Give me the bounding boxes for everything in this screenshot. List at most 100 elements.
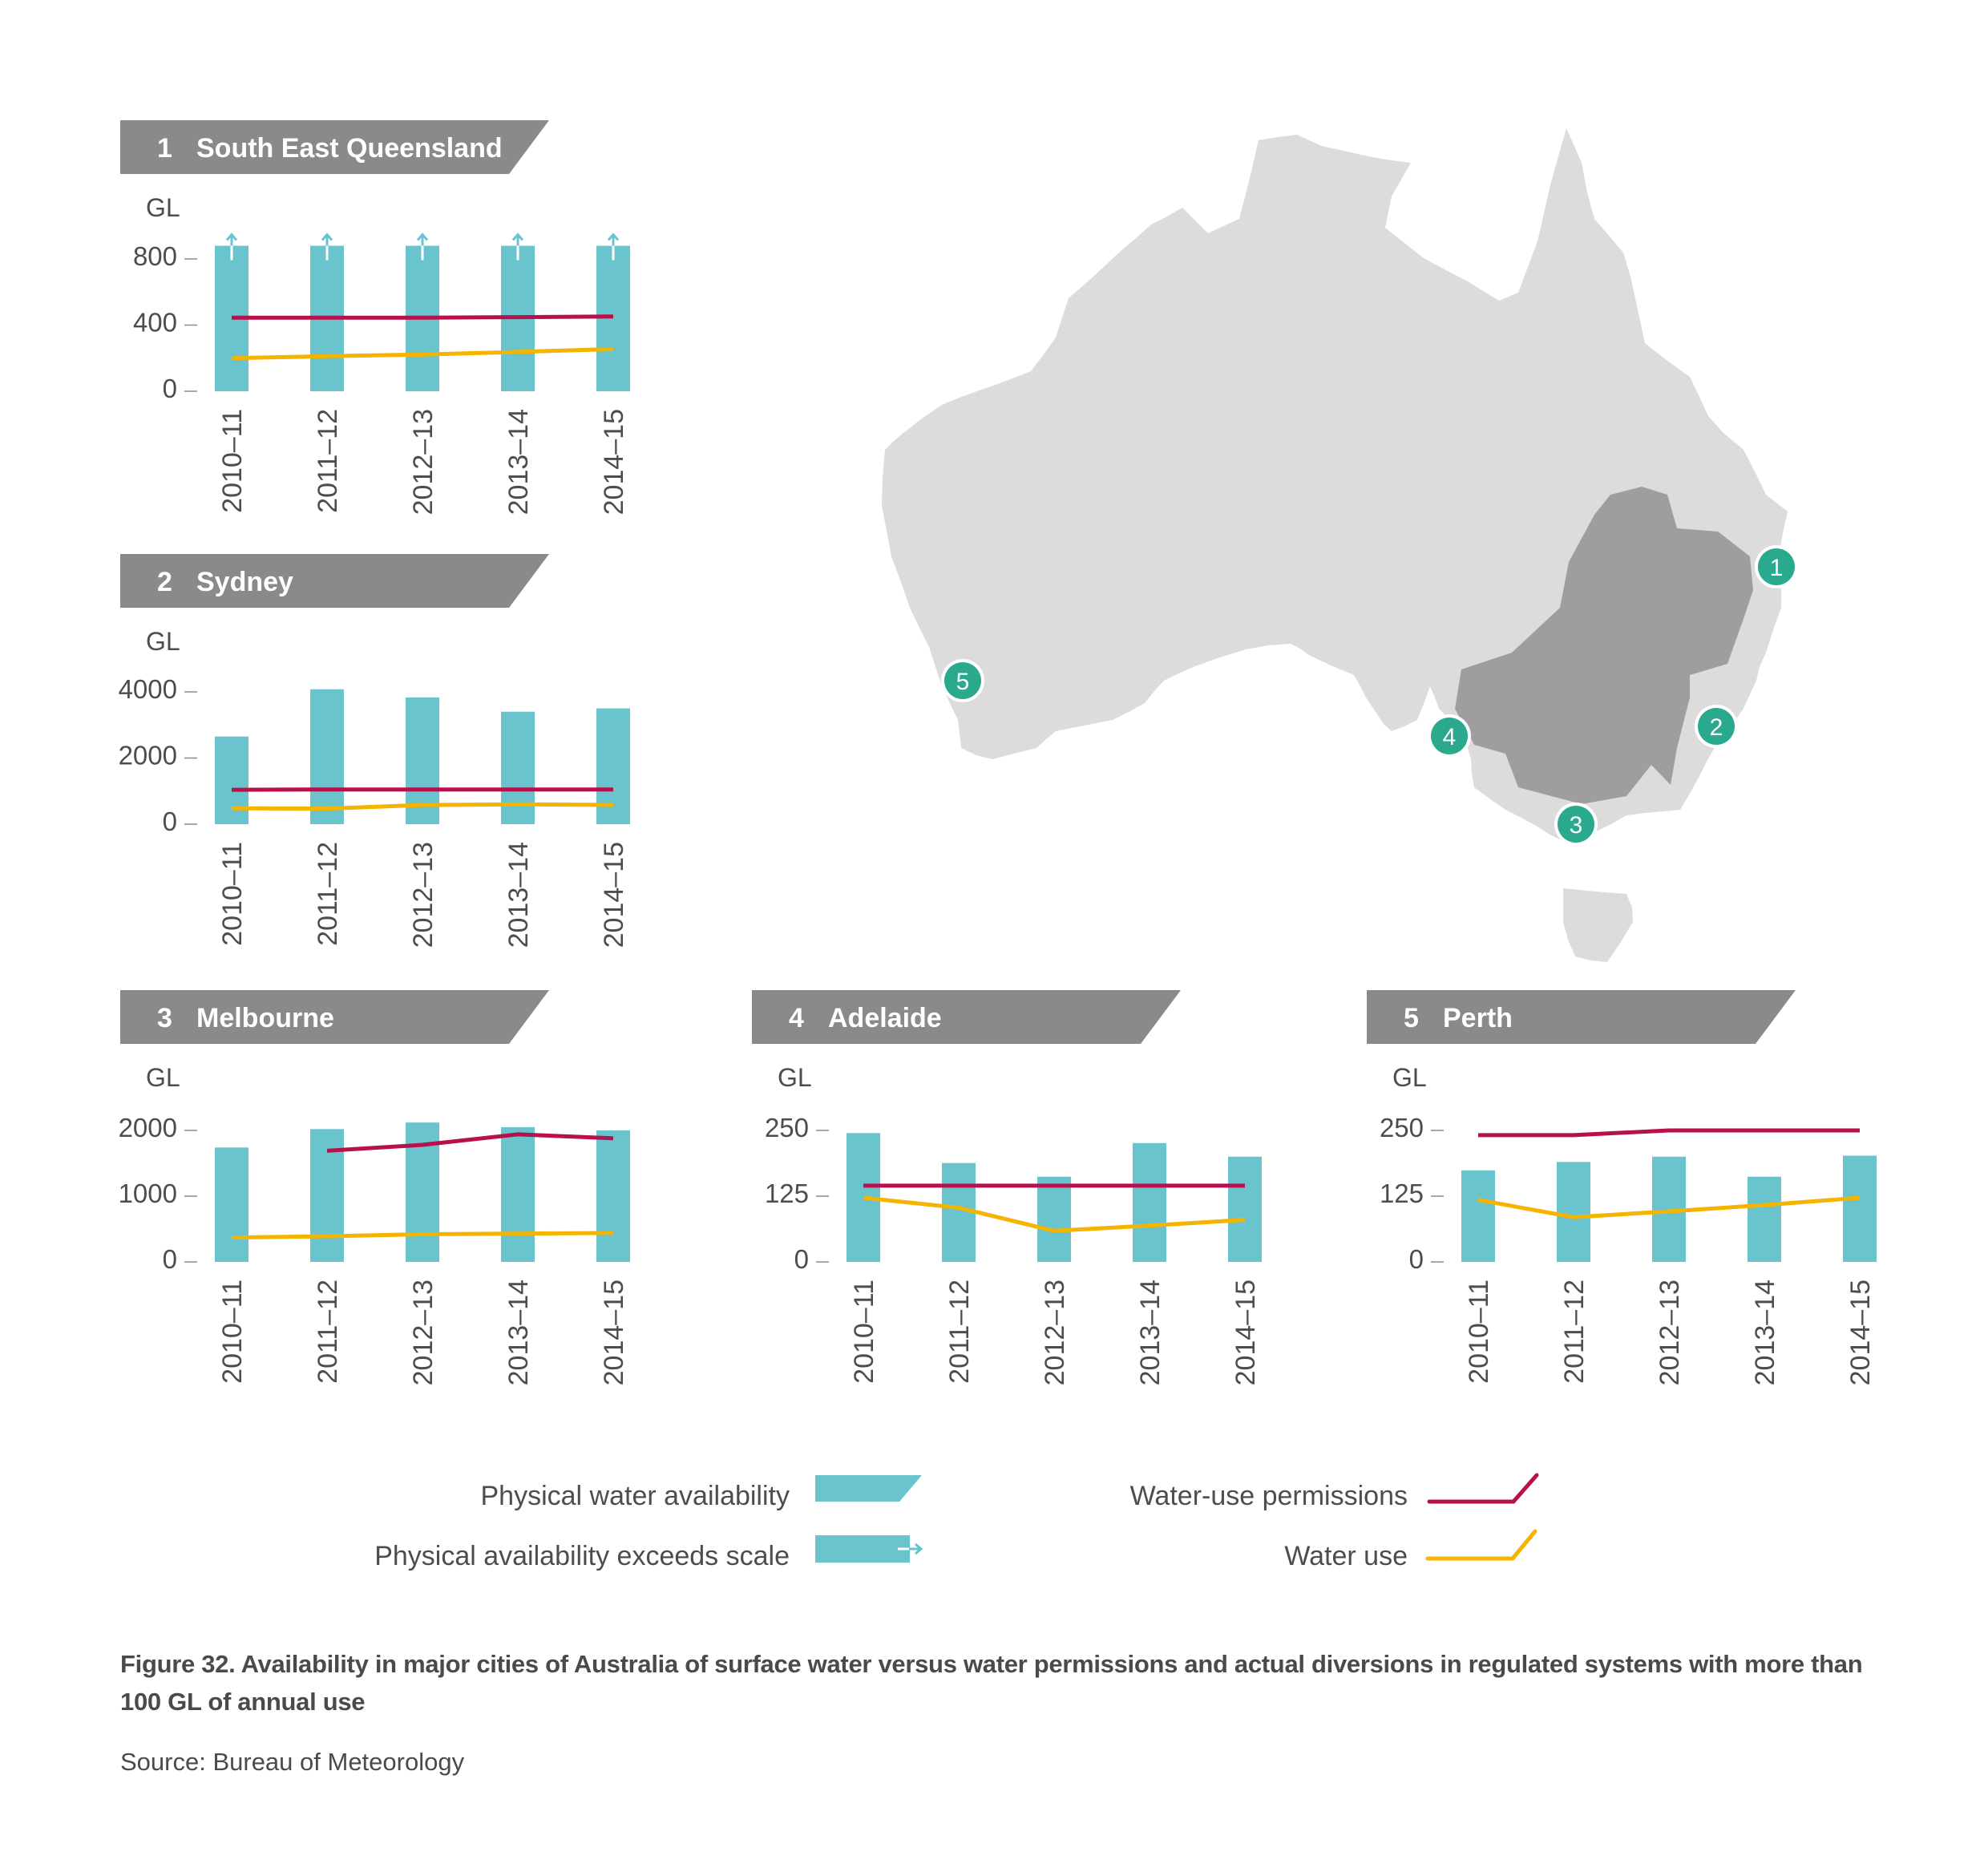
availability-bar [501,1126,535,1262]
chart-number: 2 [157,567,172,597]
y-axis-unit: GL [146,193,180,222]
header-banner [120,120,549,174]
legend-item-physical-water-availability: Physical water availability [481,1475,922,1511]
chart-melbourne: 3 Melbourne GL 0 1000 2000 2010–11 2011–12 2012–… [119,990,630,1385]
map-pin-3: 3 [1554,803,1598,846]
y-tick-label: 0 [163,1244,177,1274]
pin-label: 3 [1570,812,1583,839]
x-tick-label: 2014–15 [599,842,629,948]
permissions-line-icon [1427,1473,1539,1504]
availability-bar [501,711,535,824]
permissions-line [326,1132,614,1153]
availability-bar [1133,1142,1166,1262]
x-tick-label: 2014–15 [599,409,629,515]
bar-swatch-icon [815,1475,922,1502]
y-tick-label: 0 [163,807,177,836]
y-tick-label: 2000 [119,741,177,770]
y-tick-label: 250 [765,1113,809,1142]
permissions-line [1478,1128,1860,1138]
exceeds-scale-arrow-icon [607,232,620,261]
availability-bar [1843,1155,1877,1262]
legend-item-exceeds-scale: Physical availability exceeds scale [374,1535,923,1571]
chart-title: Adelaide [828,1003,942,1033]
bar-arrow-swatch-icon [815,1535,923,1563]
legend-item-water-use-permissions: Water-use permissions [1130,1473,1539,1511]
chart-title: South East Queensland [196,133,503,164]
map-pin-2: 2 [1695,705,1738,748]
availability-bar [1748,1176,1781,1262]
x-tick-label: 2012–13 [408,409,438,515]
x-tick-label: 2010–11 [849,1280,879,1384]
x-tick-label: 2013–14 [1135,1280,1166,1385]
chart-perth: 5 Perth GL 0 125 250 2010–11 2011–12 2012–13 2013… [1367,990,1877,1385]
pin-label: 5 [956,669,970,695]
chart-title: Melbourne [196,1003,334,1033]
x-tick-label: 2010–11 [217,842,248,946]
water-use-line [231,802,614,811]
x-tick-label: 2011–12 [313,409,343,513]
chart-title: Sydney [196,567,293,597]
australia-map: 1 2 3 4 5 [882,128,1798,962]
water-use-line [231,1231,614,1240]
x-tick-label: 2011–12 [944,1280,975,1384]
pin-label: 1 [1770,555,1784,581]
x-tick-label: 2013–14 [503,842,534,948]
y-tick-label: 4000 [119,674,177,704]
availability-bar [1461,1170,1495,1262]
x-tick-label: 2010–11 [217,1280,248,1384]
city-charts: 1 South East Queensland GL 0 4 0 0 800 2010–11 20… [119,120,1877,1385]
map-pin-1: 1 [1755,545,1798,588]
availability-bar [215,1147,248,1262]
x-tick-label: 2010–11 [1464,1280,1494,1384]
x-tick-label: 2012–13 [408,842,438,948]
x-tick-label: 2011–12 [1559,1280,1590,1384]
y-tick-label: 0 [794,1244,809,1274]
availability-bar [1557,1162,1590,1262]
chart-title: Perth [1443,1003,1513,1033]
chart-header: 5 Perth [1367,990,1796,1044]
x-tick-label: 2012–13 [408,1280,438,1385]
header-banner [1367,990,1796,1044]
chart-header: 2 Sydney [120,554,549,608]
availability-bar [596,1130,630,1262]
figure-source: Source: Bureau of Meteorology [120,1748,465,1776]
chart-adelaide: 4 Adelaide GL 0 125 250 2010–11 2011–12 2012–13 2… [752,990,1262,1385]
city-pins: 1 2 3 4 5 [941,545,1798,846]
water-use-line [863,1195,1246,1233]
chart-number: 3 [157,1003,172,1033]
x-tick-label: 2012–13 [1040,1280,1070,1385]
y-tick-label: 2000 [119,1113,177,1142]
water-use-line-icon [1425,1529,1537,1561]
x-tick-label: 2013–14 [503,409,534,515]
legend-label: Water-use permissions [1130,1481,1408,1511]
figure-caption: Figure 32. Availability in major cities … [120,1650,1863,1716]
header-banner [120,554,549,608]
exceeds-scale-arrow-icon [416,232,429,261]
y-axis-unit: GL [778,1063,812,1092]
legend-label: Water use [1284,1541,1408,1571]
chart-number: 1 [157,133,172,164]
chart-header: 3 Melbourne [120,990,549,1044]
y-axis-unit: GL [146,1063,180,1092]
murray-darling-basin [1455,487,1753,804]
x-tick-label: 2014–15 [1230,1280,1261,1385]
x-tick-label: 2013–14 [503,1280,534,1385]
y-tick-label: 250 [1380,1113,1424,1142]
x-tick-label: 2011–12 [313,1280,343,1384]
availability-bar [215,736,248,824]
water-use-line [231,346,614,361]
availability-bar [310,689,344,824]
pin-label: 4 [1443,724,1457,750]
chart-header: 4 Adelaide [752,990,1181,1044]
legend-item-water-use: Water use [1284,1529,1537,1571]
map-pin-5: 5 [941,659,984,702]
legend-label: Physical water availability [481,1481,790,1511]
water-use-line [1477,1195,1861,1219]
chart-sydney: 2 Sydney GL 0 2000 4000 2010–11 2011–12 2012–13 2… [119,554,630,948]
header-banner [120,990,549,1044]
y-tick-label: 800 [133,241,177,271]
y-tick-label: 125 [1380,1179,1424,1208]
map-pin-4: 4 [1428,714,1471,758]
chart-number: 5 [1404,1003,1419,1033]
